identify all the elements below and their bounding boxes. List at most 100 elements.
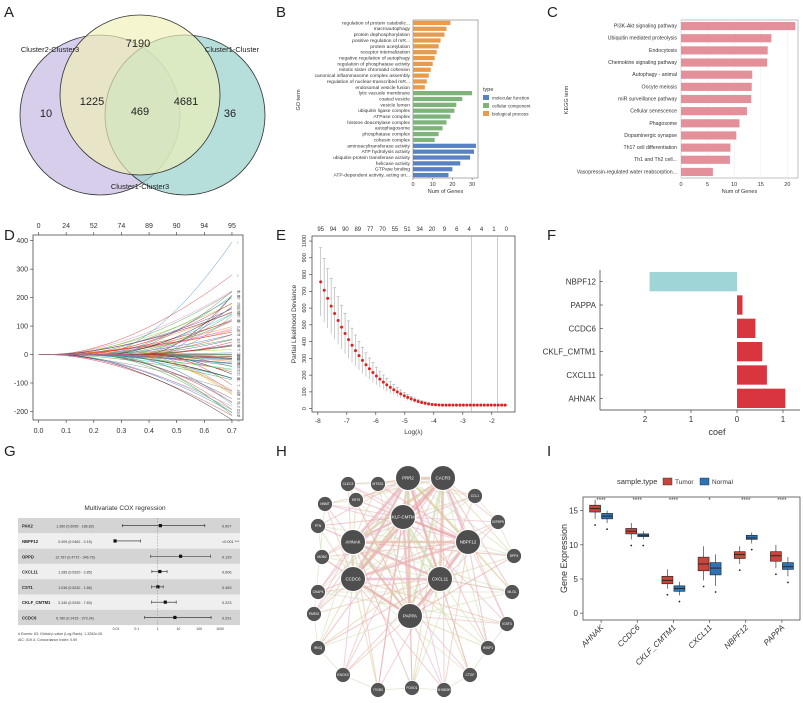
- network-edge: [352, 578, 445, 691]
- tick-label: 1: [689, 415, 694, 424]
- data-point: [489, 403, 493, 407]
- top-tick-label: 94: [200, 223, 208, 230]
- data-point: [437, 403, 441, 407]
- path-end-label: 41: [237, 414, 241, 418]
- bar: [413, 67, 431, 72]
- category-label: cohesin complex: [374, 137, 411, 143]
- network-edge: [355, 499, 441, 580]
- bar: [681, 82, 752, 91]
- network-hub-label: AHNAK: [345, 540, 360, 545]
- hr-point: [163, 600, 167, 604]
- network-edge: [377, 483, 476, 497]
- venn-count: 1225: [80, 96, 104, 108]
- axis-label: Num of Genes: [722, 189, 758, 195]
- bar: [413, 61, 433, 67]
- network-node: [404, 680, 420, 696]
- category-label: Th1 and Th2 cell...: [634, 157, 677, 163]
- category-label: AHNAK: [568, 394, 596, 403]
- bar: [413, 26, 447, 31]
- tick-label: -5: [402, 418, 408, 425]
- top-tick-label: 34: [416, 227, 423, 233]
- legend-swatch: [662, 477, 673, 486]
- panel-letters: A B C D E F G H I: [4, 4, 558, 460]
- category-label: miR surveillance pathway: [618, 96, 677, 102]
- tick-label: 0: [411, 182, 414, 188]
- network-edge: [317, 541, 469, 649]
- bar: [413, 172, 449, 178]
- network-hub-label: PAPPA: [403, 614, 417, 619]
- path-end-label: 61: [237, 408, 241, 412]
- tick-label: 1: [157, 627, 159, 631]
- forest-pvalue: 0.291: [222, 616, 232, 620]
- legend-label: Normal: [712, 479, 734, 486]
- path-end-label: 57: [237, 411, 241, 415]
- network-edge: [342, 477, 444, 676]
- legend-swatch: [699, 477, 710, 486]
- network-edge: [313, 578, 441, 615]
- bar: [413, 55, 435, 61]
- plot-frame: [311, 235, 516, 413]
- path-end-label: 50: [237, 354, 241, 358]
- network-node-label: MLGL: [508, 590, 517, 594]
- bar: [681, 119, 740, 128]
- network-hub-label: NBPF12: [460, 540, 477, 545]
- tick-label: 10: [731, 182, 737, 188]
- top-tick-label: 4: [480, 227, 484, 233]
- path-end-label: 89: [237, 290, 241, 294]
- data-point: [500, 403, 504, 407]
- coefficient-path: [38, 320, 233, 355]
- path-end-label: 22: [237, 302, 241, 306]
- network-edge: [317, 578, 441, 593]
- network-edge: [352, 578, 379, 691]
- network-edge: [377, 483, 441, 580]
- path-end-label: 68: [237, 397, 241, 401]
- path-end-label: 14: [237, 384, 241, 388]
- data-point: [329, 304, 333, 308]
- data-point: [406, 395, 410, 399]
- axis-label: coef: [708, 427, 726, 437]
- path-end-label: 30: [237, 344, 241, 348]
- network-node: [490, 514, 506, 530]
- network-node-label: SH3BGR: [437, 688, 451, 692]
- category-label: PAPPA: [762, 623, 786, 647]
- panel-b-go-bar-chart: regulation of protein catabolic...macroa…: [296, 19, 531, 195]
- category-label: protein acetylation: [370, 44, 410, 50]
- bar: [681, 167, 713, 176]
- panel-a-venn: Cluster2-Cluster3 Cluster1-Cluster Cluster…: [19, 14, 266, 196]
- data-point: [468, 403, 472, 407]
- network-node-label: KRT5: [352, 498, 361, 502]
- network-node: [506, 548, 522, 564]
- hr-point: [158, 524, 162, 528]
- network-edge: [352, 540, 469, 581]
- data-point: [340, 325, 344, 329]
- forest-pvalue: 0.606: [222, 571, 232, 575]
- network-edge: [355, 499, 411, 617]
- path-end-label: 72: [237, 302, 241, 306]
- network-node: [306, 606, 322, 622]
- category-label: Ubiquitin mediated proteolysis: [608, 36, 678, 42]
- data-point: [430, 402, 434, 406]
- network-edge: [409, 615, 489, 649]
- category-label: AHNAK: [579, 623, 606, 650]
- category-label: regulation of phosphatase activity: [337, 61, 410, 67]
- network-edge: [324, 503, 404, 518]
- tick-label: 400: [16, 238, 28, 245]
- data-point: [378, 377, 382, 381]
- path-end-label: 74: [237, 362, 241, 366]
- legend-title: sample.type: [617, 477, 657, 486]
- bar: [413, 44, 439, 49]
- venn-count: 469: [131, 106, 149, 118]
- box-outlier: [630, 544, 633, 547]
- box-body: [733, 551, 746, 559]
- path-end-label: 29: [237, 357, 241, 361]
- bar: [413, 167, 453, 172]
- box-body: [770, 551, 782, 562]
- category-label: ubiquitin-protein transferase activity: [333, 155, 410, 161]
- network-edge: [313, 516, 404, 615]
- network-node-label: MTSS1: [373, 482, 384, 486]
- forest-row-bg: [18, 563, 240, 580]
- bar: [681, 131, 737, 140]
- network-node: [310, 640, 326, 656]
- forest-pvalue: 0.453: [222, 586, 232, 590]
- significance-label: ****: [777, 498, 787, 504]
